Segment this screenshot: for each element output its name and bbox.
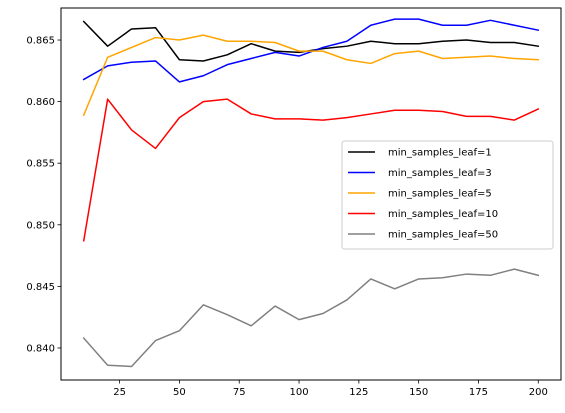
x-axis: 25 50 75 100 125 150 175 200	[113, 380, 548, 398]
x-tick-label: 200	[529, 387, 548, 398]
x-tick-label: 125	[349, 387, 368, 398]
legend-entry-label: min_samples_leaf=50	[388, 230, 498, 241]
legend: min_samples_leaf=1 min_samples_leaf=3 min_…	[341, 140, 554, 250]
y-tick-label: 0.850	[26, 220, 55, 231]
series-lines	[82, 18, 540, 368]
legend-entry-label: min_samples_leaf=10	[388, 209, 498, 220]
series-line-0	[82, 20, 540, 62]
legend-entry-label: min_samples_leaf=1	[388, 148, 492, 159]
legend-entry-label: min_samples_leaf=3	[388, 168, 492, 179]
x-tick-label: 175	[469, 387, 488, 398]
series-line-2	[82, 34, 540, 117]
y-tick-label: 0.865	[26, 36, 55, 47]
series-line-4	[82, 268, 540, 368]
series-line-3	[82, 98, 540, 242]
x-tick-label: 100	[289, 387, 308, 398]
x-tick-label: 25	[113, 387, 126, 398]
y-tick-label: 0.845	[26, 282, 55, 293]
legend-box	[341, 140, 554, 250]
y-tick-label: 0.860	[26, 97, 55, 108]
y-tick-label: 0.855	[26, 159, 55, 170]
x-tick-label: 75	[233, 387, 246, 398]
x-tick-label: 150	[409, 387, 428, 398]
x-tick-label: 50	[173, 387, 186, 398]
legend-entry-label: min_samples_leaf=5	[388, 189, 492, 200]
y-axis: 0.840 0.845 0.850 0.855 0.860 0.865	[26, 36, 61, 354]
plot-frame	[60, 7, 562, 381]
y-tick-label: 0.840	[26, 343, 55, 354]
